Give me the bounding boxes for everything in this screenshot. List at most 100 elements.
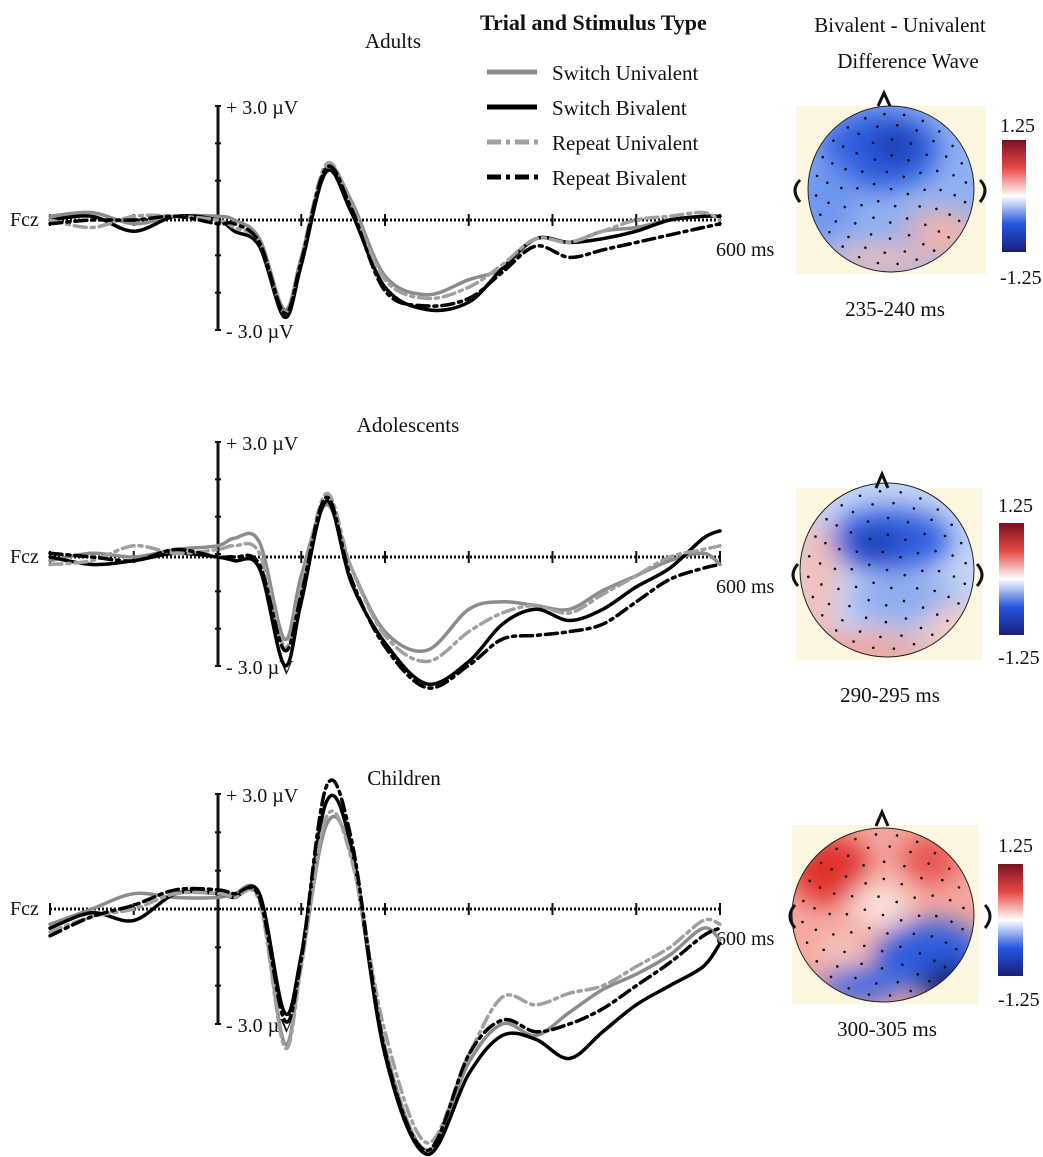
electrode-dot — [833, 567, 837, 571]
electrode-dot — [854, 976, 857, 980]
electrode-dot — [841, 618, 844, 622]
electrode-dot — [813, 907, 816, 910]
electrode-dot — [872, 216, 875, 220]
electrode-dot — [835, 847, 838, 851]
electrode-dot — [959, 541, 963, 545]
electrode-dot — [855, 550, 859, 553]
electrode-dot — [932, 139, 935, 143]
electrode-dot — [961, 927, 964, 931]
topomap-adults: 1.25 -1.25 235-240 ms — [793, 89, 1042, 321]
electrode-dot — [934, 549, 937, 553]
electrode-dot — [874, 833, 878, 836]
erp-panel-adults: Adults + 3.0 µV - 3.0 µV Fcz 600 ms — [10, 29, 775, 343]
electrode-dot — [857, 255, 861, 259]
electrode-dot — [919, 626, 923, 630]
electrode-dot — [885, 568, 889, 572]
electrode-dot — [847, 986, 851, 990]
ear-left-icon — [788, 903, 797, 929]
electrode-dot — [915, 129, 918, 132]
electrode-dot — [936, 508, 940, 511]
electrode-dot — [950, 920, 953, 923]
electrode-dot — [856, 186, 859, 190]
electrode-dot — [912, 642, 916, 646]
electrode-dot — [919, 171, 922, 175]
electrode-dot — [943, 965, 947, 969]
ear-left-icon — [791, 562, 800, 588]
colorbar — [999, 523, 1024, 635]
electrode-dot — [899, 490, 903, 494]
electrode-dot — [832, 892, 836, 895]
electrode-dot — [873, 158, 877, 161]
electrode-dot — [907, 233, 911, 237]
electrode-dot — [915, 258, 919, 261]
electrode-dot — [888, 237, 892, 240]
electrode-dot — [827, 201, 830, 205]
electrode-dot — [954, 947, 958, 951]
electrode-dot — [864, 246, 867, 249]
electrode-dot — [807, 575, 810, 579]
electrode-dot — [837, 587, 840, 591]
ear-right-icon — [978, 178, 987, 203]
electrode-dot — [862, 944, 866, 948]
topomap-time-window: 235-240 ms — [845, 297, 945, 321]
electrode-dot — [921, 606, 925, 609]
electrode-dot — [801, 920, 804, 924]
time-end-label: 600 ms — [716, 239, 775, 261]
electrode-dot — [814, 928, 818, 932]
electrode-dot — [836, 965, 839, 968]
electrode-dot — [814, 535, 817, 538]
electrode-dot — [935, 914, 938, 918]
electrode-dot — [922, 242, 925, 246]
electrode-dot — [848, 604, 851, 608]
topomap-adolescents: 1.25 -1.25 290-295 ms — [791, 470, 1040, 707]
electrode-dot — [903, 864, 906, 868]
electrode-dot — [937, 230, 941, 233]
electrode-dot — [930, 518, 933, 522]
electrode-dot — [943, 534, 947, 538]
electrode-dot — [900, 882, 904, 886]
panel-title: Adolescents — [357, 413, 460, 437]
electrode-dot — [807, 554, 811, 558]
electrode-dot — [903, 573, 907, 577]
electrode-dot — [850, 894, 854, 898]
electrode-dot — [962, 906, 965, 910]
electrode-dot — [805, 941, 809, 944]
series-switch-bivalent — [48, 499, 722, 686]
series-repeat-univalent — [48, 491, 722, 664]
electrode-dot — [843, 205, 847, 209]
electrode-dot — [947, 595, 950, 599]
electrode-dot — [889, 187, 893, 191]
electrode-dot — [866, 520, 870, 523]
electrode-dot — [947, 236, 950, 239]
electrode-dot — [896, 980, 900, 984]
electrode-dot — [820, 583, 823, 586]
electrode-dot — [822, 948, 825, 952]
electrode-dot — [845, 912, 849, 916]
electrode-dot — [899, 555, 902, 559]
electrode-dot — [888, 221, 892, 224]
series-switch-bivalent — [48, 168, 722, 319]
electrode-dot — [919, 497, 922, 500]
electrode-dot — [957, 219, 961, 223]
electrode-dot — [930, 935, 934, 938]
electrode-dot — [921, 119, 925, 123]
electrode-dot — [944, 941, 948, 944]
legend: Trial and Stimulus Type Switch Univalent… — [480, 10, 707, 190]
voltage-pos-label: + 3.0 µV — [226, 97, 299, 119]
electrode-dot — [880, 967, 884, 970]
electrode-dot — [892, 501, 895, 505]
electrode-dot — [868, 926, 871, 930]
electrode-dot — [886, 516, 890, 520]
electrode-dot — [928, 979, 931, 983]
voltage-pos-label: + 3.0 µV — [226, 433, 299, 455]
colorbar-max-label: 1.25 — [998, 495, 1033, 517]
electrode-dot — [938, 130, 941, 133]
electrode-dot — [912, 932, 916, 936]
electrode-dot — [900, 634, 903, 637]
electrode-dot — [915, 587, 919, 590]
electrode-dot — [878, 490, 882, 493]
electrode-dot — [864, 616, 868, 619]
time-end-label: 600 ms — [716, 928, 775, 950]
electrode-dot — [860, 170, 864, 173]
